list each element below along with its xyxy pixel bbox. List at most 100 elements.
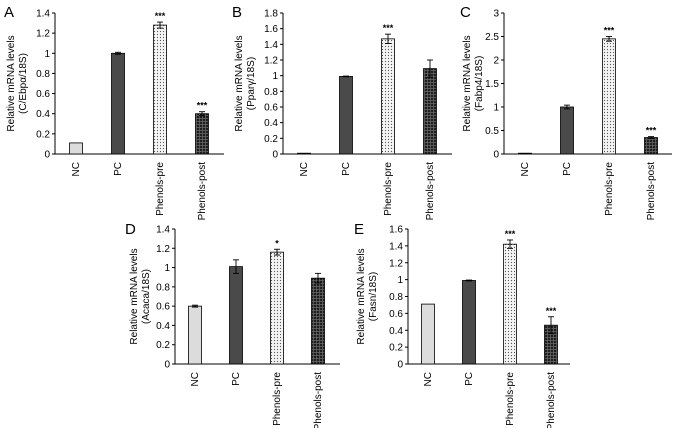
significance-marker: *** <box>197 101 208 111</box>
bar-nc <box>421 303 435 365</box>
y-tick-label: 0.8 <box>156 282 170 293</box>
y-tick-label: 0.6 <box>264 103 278 114</box>
category-label-phenols-post: Phenols-post <box>546 372 557 428</box>
y-tick-label: 1.2 <box>264 56 278 67</box>
panel-letter-d: D <box>125 221 136 238</box>
y-tick-label: 1 <box>272 71 278 82</box>
bar-pc <box>111 52 125 155</box>
significance-marker: *** <box>155 11 166 21</box>
y-tick-label: 0 <box>44 150 50 161</box>
y-tick-label: 0.2 <box>389 343 403 354</box>
significance-marker: *** <box>383 23 394 33</box>
bar-pc <box>339 76 353 155</box>
y-tick-label: 1.2 <box>36 29 50 40</box>
y-axis-label: Relative mRNA levels <box>6 35 17 131</box>
y-tick-label: 0.4 <box>264 118 278 129</box>
y-tick-label: 0.8 <box>264 87 278 98</box>
panel-d: D 0 0.2 0.4 0.6 0.8 1 1.2 1.4 Relative mRNA level… <box>125 221 340 428</box>
category-label-nc: NC <box>190 372 201 386</box>
category-label-nc: NC <box>71 162 82 176</box>
category-label-pc: PC <box>113 162 124 176</box>
bar-phenols-pre <box>153 24 167 155</box>
y-tick-label: 0.6 <box>36 89 50 100</box>
significance-marker: *** <box>646 126 657 136</box>
y-tick-label: 1.6 <box>264 24 278 35</box>
bar-phenols-pre <box>602 38 616 155</box>
bar-nc <box>188 305 202 365</box>
panel-b: B 0 0.2 0.4 0.6 0.8 1 1.2 1.4 1.6 1.8 Relative mRNA… <box>232 4 452 220</box>
category-label-pc: PC <box>341 162 352 176</box>
bar-nc <box>518 152 532 155</box>
significance-marker: *** <box>505 229 516 239</box>
significance-marker: * <box>275 238 279 248</box>
bar-phenols-pre <box>381 38 395 155</box>
y-tick-label: 1.4 <box>264 40 278 51</box>
significance-marker: *** <box>546 306 557 316</box>
y-tick-label: 1 <box>44 49 50 60</box>
y-tick-label: 1.2 <box>389 258 403 269</box>
category-label-phenols-post: Phenols-post <box>313 372 324 428</box>
y-tick-label: 0 <box>493 150 499 161</box>
category-label-phenols-pre: Phenols-pre <box>272 372 283 426</box>
y-axis-label: (Fabp4/18S) <box>474 56 485 112</box>
y-tick-label: 1.4 <box>389 241 403 252</box>
category-label-pc: PC <box>464 372 475 386</box>
significance-marker: *** <box>604 26 615 36</box>
y-axis-label: Relative mRNA levels <box>462 35 473 131</box>
y-axis-label: (C/Ebpα/18S) <box>18 53 29 114</box>
category-label-phenols-post: Phenols-post <box>646 162 657 221</box>
y-tick-label: 1.8 <box>264 9 278 20</box>
category-label-nc: NC <box>423 372 434 386</box>
panel-c: C 0 0.5 1 1.5 2 2.5 3 Relative mRNA levels (Fabp4… <box>460 4 672 220</box>
panel-letter-a: A <box>4 4 14 21</box>
category-label-pc: PC <box>231 372 242 386</box>
bar-phenols-post <box>644 137 658 155</box>
y-tick-label: 2.5 <box>485 32 499 43</box>
y-tick-label: 1.4 <box>36 9 50 20</box>
y-tick-label: 0.8 <box>36 69 50 80</box>
y-tick-label: 0.2 <box>264 134 278 145</box>
y-tick-label: 0.4 <box>36 109 50 120</box>
panel-letter-e: E <box>354 221 364 238</box>
y-axis-label: Relative mRNA levels <box>356 248 367 344</box>
y-tick-label: 0 <box>397 360 403 371</box>
bar-phenols-pre <box>503 243 517 365</box>
category-label-nc: NC <box>299 162 310 176</box>
bar-phenols-post <box>195 113 209 155</box>
y-tick-label: 0.5 <box>485 126 499 137</box>
category-label-phenols-pre: Phenols-pre <box>155 162 166 216</box>
bar-phenols-pre <box>270 251 284 365</box>
bar-pc <box>560 106 574 155</box>
y-axis-label: (Acaca/18S) <box>141 269 152 324</box>
panel-e: E 0 0.2 0.4 0.6 0.8 1 1.2 1.4 1.6 Relative mRNA le… <box>354 221 570 428</box>
y-axis-label: Relative mRNA levels <box>234 35 245 131</box>
bar-phenols-post <box>311 277 325 365</box>
y-tick-label: 1 <box>493 103 499 114</box>
panel-letter-b: B <box>232 4 242 21</box>
y-tick-label: 0.4 <box>156 321 170 332</box>
y-tick-label: 1.4 <box>156 225 170 236</box>
y-tick-label: 1 <box>397 275 403 286</box>
category-label-phenols-post: Phenols-post <box>197 162 208 221</box>
y-tick-label: 0.2 <box>36 129 50 140</box>
bar-nc <box>297 152 311 155</box>
y-tick-label: 0 <box>164 360 170 371</box>
y-tick-label: 0 <box>272 150 278 161</box>
y-tick-label: 1.5 <box>485 79 499 90</box>
y-tick-label: 1 <box>164 263 170 274</box>
y-tick-label: 3 <box>493 9 499 20</box>
y-axis-label: (Pparγ/18S) <box>246 57 257 110</box>
category-label-phenols-pre: Phenols-pre <box>383 162 394 216</box>
panel-letter-c: C <box>460 4 471 21</box>
y-tick-label: 0.6 <box>389 309 403 320</box>
bar-phenols-post <box>423 68 437 155</box>
y-tick-label: 0.2 <box>156 340 170 351</box>
panel-a: A 0 0.2 0.4 0.6 0.8 1 1.2 1.4 Relative mRNA level… <box>4 4 224 220</box>
bar-nc <box>69 142 83 155</box>
category-label-phenols-post: Phenols-post <box>425 162 436 221</box>
bar-pc <box>462 280 476 365</box>
category-label-phenols-pre: Phenols-pre <box>505 372 516 426</box>
y-tick-label: 0.4 <box>389 326 403 337</box>
y-axis-label: Relative mRNA levels <box>129 248 140 344</box>
